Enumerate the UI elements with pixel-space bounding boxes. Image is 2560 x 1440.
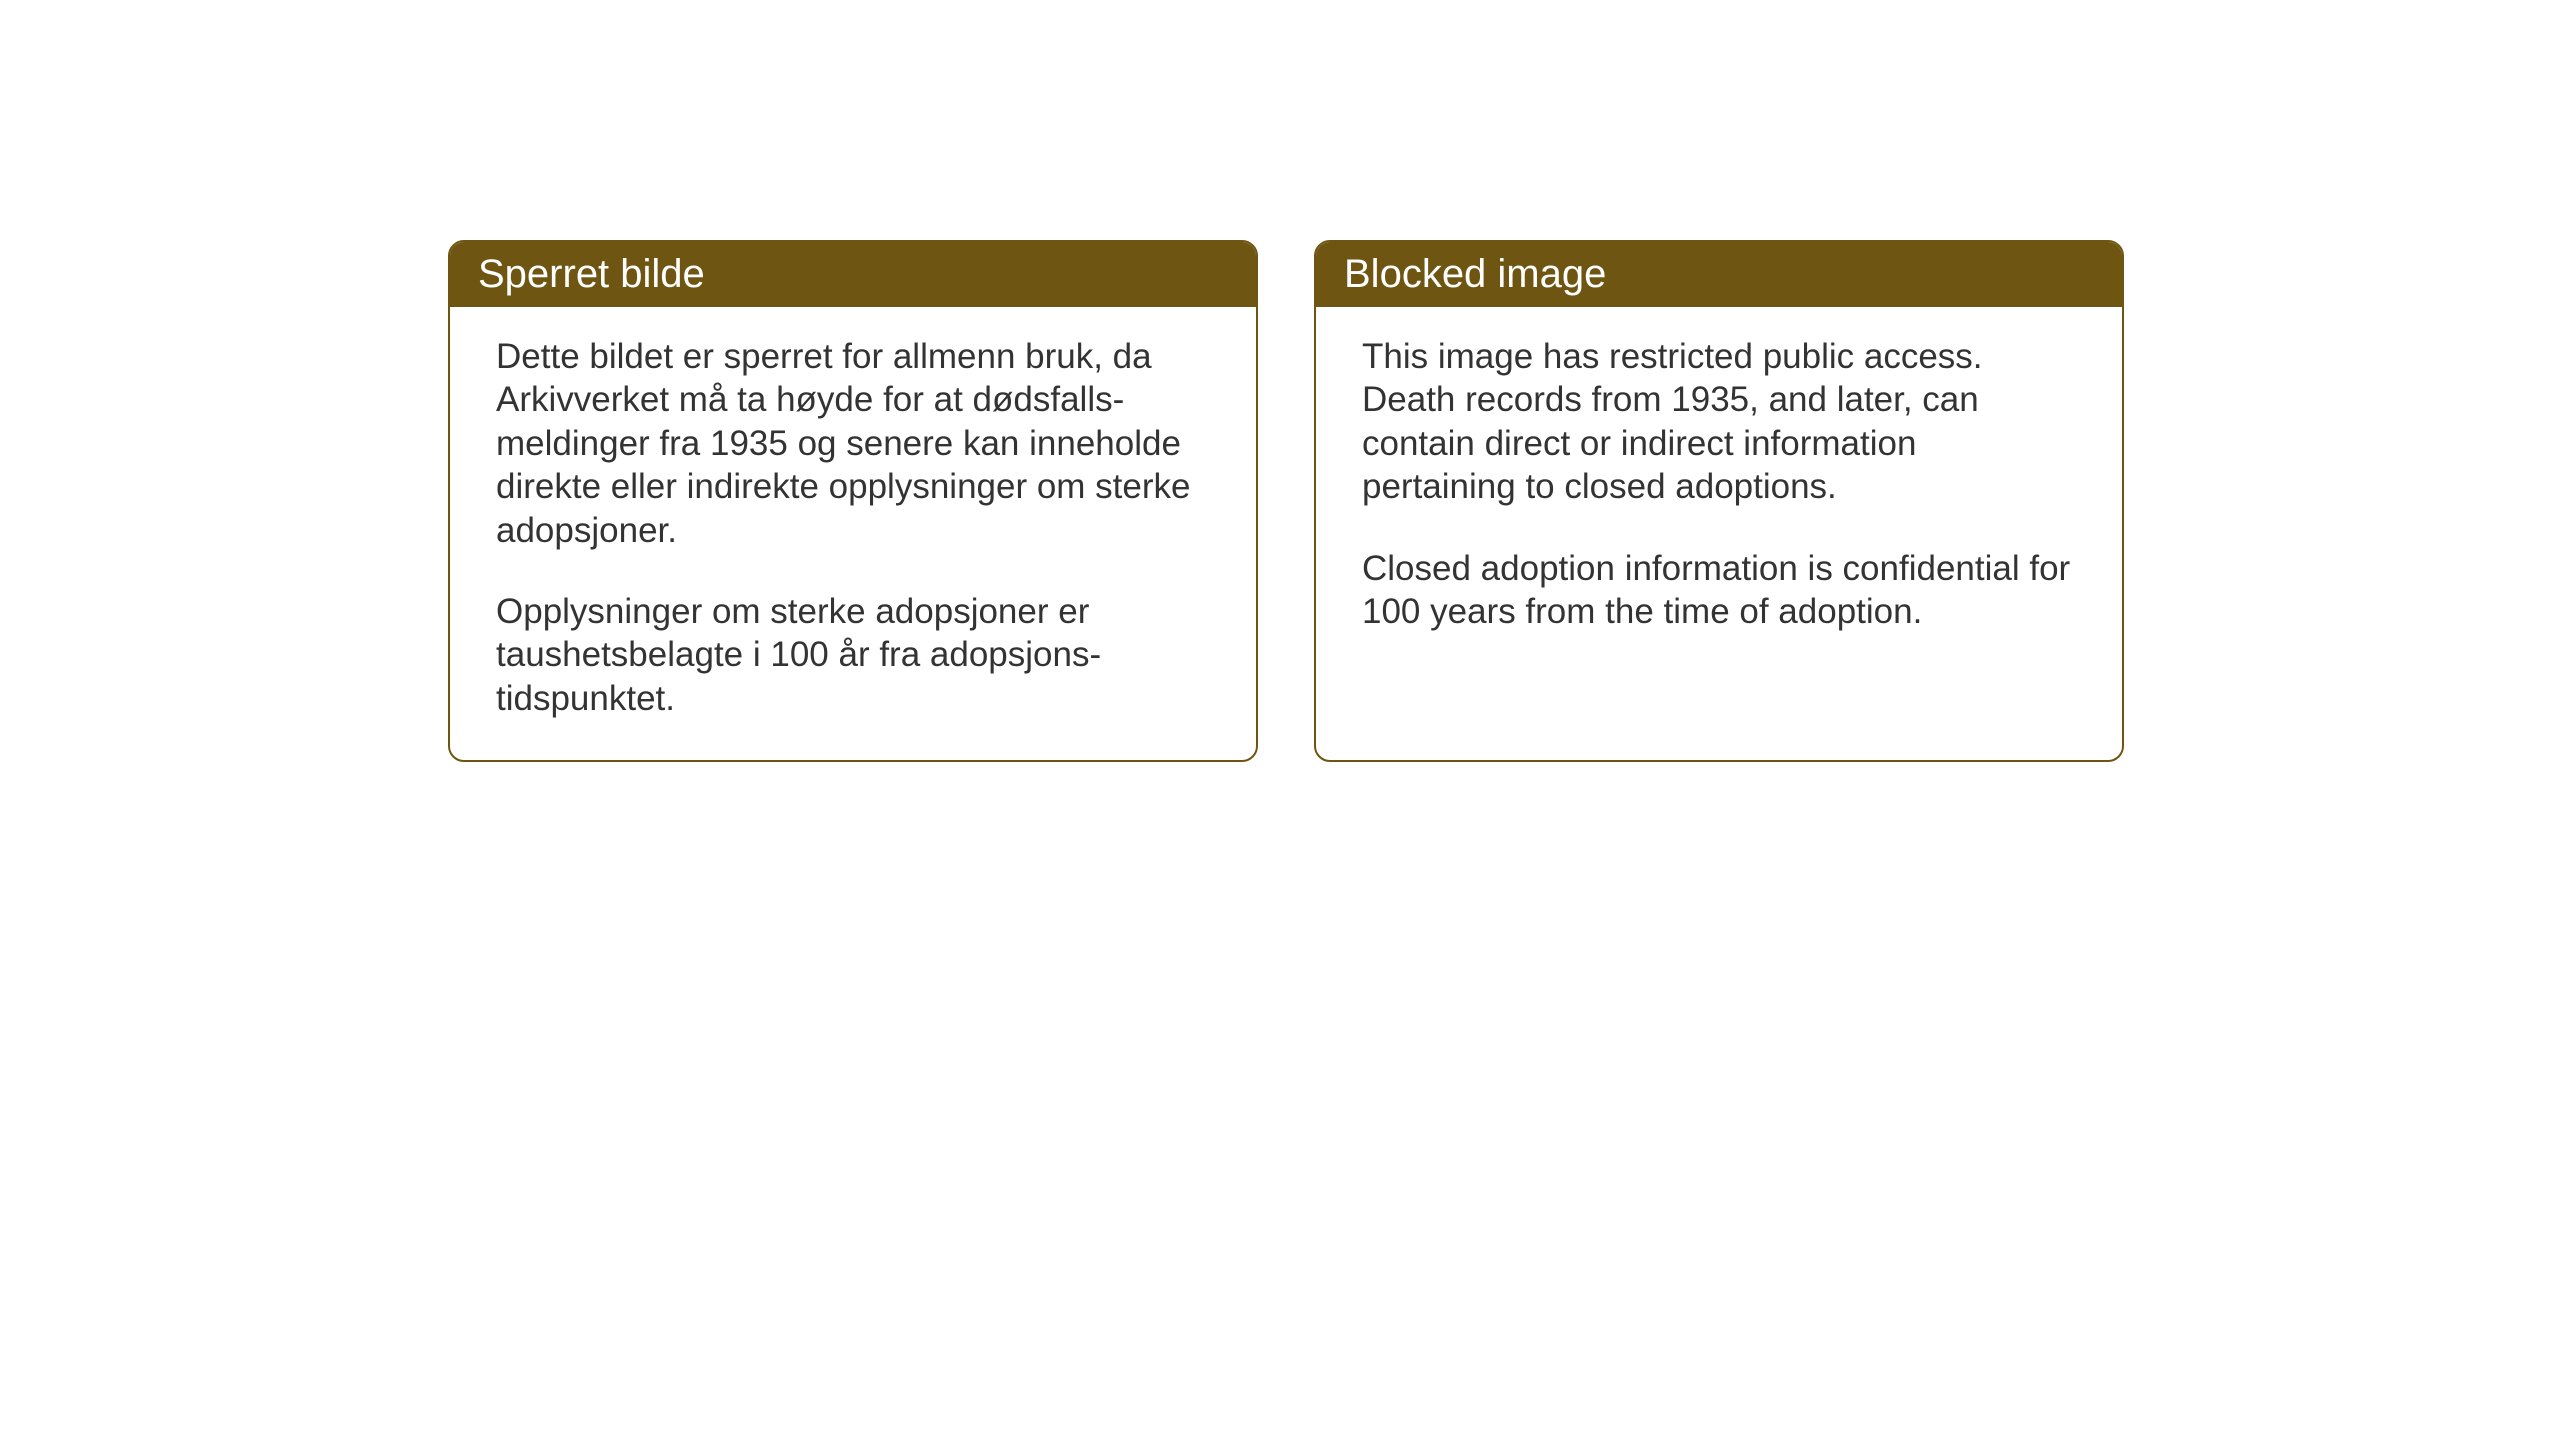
notice-container: Sperret bilde Dette bildet er sperret fo… — [448, 240, 2124, 762]
card-body-english: This image has restricted public access.… — [1316, 307, 2122, 673]
card-header-norwegian: Sperret bilde — [450, 242, 1256, 307]
paragraph-1-norwegian: Dette bildet er sperret for allmenn bruk… — [496, 335, 1210, 552]
card-title-english: Blocked image — [1344, 252, 1606, 296]
paragraph-2-norwegian: Opplysninger om sterke adopsjoner er tau… — [496, 590, 1210, 720]
card-header-english: Blocked image — [1316, 242, 2122, 307]
card-title-norwegian: Sperret bilde — [478, 252, 705, 296]
card-body-norwegian: Dette bildet er sperret for allmenn bruk… — [450, 307, 1256, 760]
notice-card-norwegian: Sperret bilde Dette bildet er sperret fo… — [448, 240, 1258, 762]
notice-card-english: Blocked image This image has restricted … — [1314, 240, 2124, 762]
paragraph-2-english: Closed adoption information is confident… — [1362, 547, 2076, 634]
paragraph-1-english: This image has restricted public access.… — [1362, 335, 2076, 509]
